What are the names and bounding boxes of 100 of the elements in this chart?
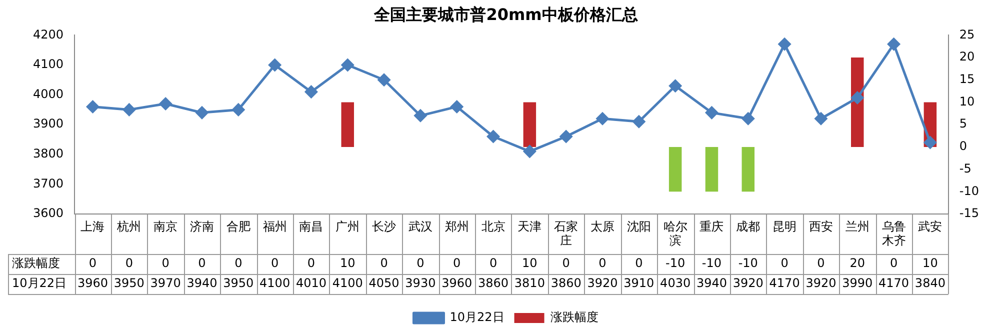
point — [924, 136, 936, 149]
point — [378, 74, 390, 86]
data-label: 3960 — [442, 276, 472, 290]
data-label: 3860 — [478, 276, 509, 290]
data-label: 4100 — [260, 276, 290, 290]
data-label: 0 — [489, 256, 498, 270]
point — [232, 103, 245, 116]
data-label: 3810 — [514, 276, 545, 290]
x-tick-label: 太原 — [590, 219, 614, 234]
x-tick-label: 昆明 — [772, 219, 797, 234]
x-tick-label: 上海 — [80, 219, 105, 234]
data-label: -10 — [702, 256, 722, 270]
point — [778, 38, 791, 50]
data-label: 3920 — [587, 276, 618, 290]
x-tick-label: 长沙 — [372, 219, 396, 234]
point — [742, 112, 754, 125]
data-label: 0 — [162, 256, 170, 270]
data-label: 0 — [125, 256, 133, 270]
x-tick-label: 石家庄 — [554, 219, 578, 248]
y-tick-label: 4000 — [32, 86, 64, 101]
x-tick-label: 乌鲁木齐 — [882, 219, 906, 248]
text: 涨跌幅度 — [12, 256, 60, 270]
x-tick-label: 郑州 — [444, 219, 469, 234]
data-label: 0 — [234, 256, 242, 270]
data-label: 0 — [307, 256, 316, 270]
data-label: 10 — [922, 256, 938, 270]
data-label: 0 — [270, 256, 279, 270]
point — [268, 58, 282, 72]
y2-tick-label: 20 — [959, 50, 975, 64]
x-tick-label: 济南 — [190, 219, 214, 234]
x-tick-label: 广州 — [336, 219, 360, 234]
legend-label: 涨跌幅度 — [550, 310, 598, 324]
data-label: 3950 — [223, 276, 254, 290]
data-label: 20 — [850, 256, 866, 270]
y2-tick-label: 5 — [959, 116, 968, 131]
y2-tick-label: -15 — [959, 206, 980, 220]
data-label: 0 — [890, 256, 898, 270]
chart-title: 全国主要城市普20mm中板价格汇总 — [373, 4, 638, 24]
bar — [705, 146, 718, 192]
data-label: 4170 — [769, 276, 800, 290]
y2-tick-label: -10 — [959, 184, 980, 198]
point — [560, 130, 572, 143]
x-tick-label: 重庆 — [700, 219, 724, 234]
point — [632, 115, 646, 128]
data-label: 4170 — [878, 276, 910, 290]
x-tick-label: 哈尔滨 — [663, 219, 688, 248]
x-tick-label: 沈阳 — [626, 219, 651, 234]
data-label: 0 — [562, 256, 570, 270]
data-label: 3860 — [550, 276, 582, 290]
x-tick-label: 南昌 — [299, 219, 324, 234]
data-label: 3910 — [624, 276, 654, 290]
data-label: 0 — [817, 256, 825, 270]
y2-tick-label: 10 — [959, 94, 975, 108]
bar — [742, 146, 755, 192]
x-tick-label: 成都 — [736, 219, 760, 234]
data-label: 3920 — [806, 276, 836, 290]
point — [450, 100, 464, 113]
data-label: 3970 — [150, 276, 181, 290]
x-tick-label: 北京 — [481, 219, 506, 234]
point — [888, 38, 900, 50]
data-label: 3920 — [732, 276, 764, 290]
point — [304, 86, 318, 98]
x-tick-label: 兰州 — [845, 219, 870, 234]
data-label: 0 — [416, 256, 424, 270]
x-tick-label: 西安 — [808, 219, 833, 234]
y2-tick-label: -5 — [959, 161, 972, 176]
x-tick-label: 南京 — [154, 219, 178, 234]
text: 10月22日 — [12, 276, 67, 290]
data-label: -10 — [738, 256, 758, 270]
x-tick-label: 杭州 — [116, 219, 142, 234]
point — [523, 145, 536, 158]
data-label: 3840 — [914, 276, 946, 290]
x-tick-label: 武安 — [918, 219, 942, 234]
y-tick-label: 3700 — [32, 176, 64, 190]
point — [341, 58, 354, 72]
data-label: 3990 — [842, 276, 873, 290]
bar — [341, 102, 354, 147]
bar — [668, 146, 682, 192]
y2-tick-label: 0 — [959, 139, 968, 154]
data-label: 0 — [198, 256, 206, 270]
point — [122, 103, 136, 116]
data-label: 4100 — [332, 276, 363, 290]
y2-tick-label: 15 — [959, 72, 975, 86]
data-label: 4010 — [296, 276, 326, 290]
data-label: 0 — [635, 256, 643, 270]
bar — [523, 102, 536, 147]
data-label: 0 — [380, 256, 388, 270]
point — [86, 100, 99, 113]
data-label: 3960 — [77, 276, 108, 290]
x-tick-label: 天津 — [518, 219, 542, 234]
x-tick-label: 武汉 — [408, 219, 432, 234]
legend-label: 10月22日 — [450, 310, 504, 324]
y-tick-label: 3600 — [32, 206, 64, 220]
data-label: 10 — [340, 256, 356, 270]
y2-tick-label: 25 — [959, 27, 975, 42]
data-label: 10 — [522, 256, 538, 270]
y-tick-label: 4100 — [32, 57, 64, 72]
point — [487, 130, 500, 143]
data-label: 0 — [598, 256, 606, 270]
data-label: 3950 — [114, 276, 144, 290]
